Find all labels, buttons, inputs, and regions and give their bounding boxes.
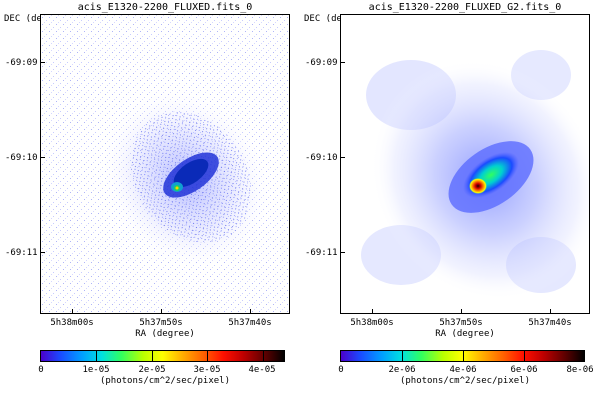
colorbar-tick-label: 4e-06 <box>449 365 477 375</box>
image-title: acis_E1320-2200_FLUXED_G2.fits_0 <box>368 2 562 13</box>
image-title: acis_E1320-2200_FLUXED.fits_0 <box>77 2 253 13</box>
dec-tick-label: -69:10 <box>305 153 338 163</box>
colorbar-tick-label: 3e-05 <box>193 365 221 375</box>
colorbar-tick-label: 0 <box>338 365 344 375</box>
dec-tick-label: -69:10 <box>5 153 38 163</box>
colorbar-units: (photons/cm^2/sec/pixel) <box>99 376 231 386</box>
ra-tick-label: 5h37m50s <box>139 318 183 328</box>
dec-axis-label: DEC (degree) <box>304 14 370 24</box>
colorbar-tick-label: 6e-06 <box>510 365 538 375</box>
ra-tick-label: 5h38m00s <box>50 318 94 328</box>
left-image-panel: acis_E1320-2200_FLUXED.fits_0 DEC (degre… <box>4 2 290 386</box>
ra-tick-label: 5h38m00s <box>350 318 394 328</box>
colorbar-tick-label: 2e-06 <box>388 365 416 375</box>
colorbar-tick-label: 2e-05 <box>138 365 166 375</box>
dec-tick-label: -69:11 <box>305 248 338 258</box>
colorbar <box>340 350 585 362</box>
dec-tick-label: -69:09 <box>305 58 338 68</box>
dec-tick-label: -69:09 <box>5 58 38 68</box>
colorbar-tick-label: 1e-05 <box>82 365 110 375</box>
colorbar-units: (photons/cm^2/sec/pixel) <box>399 376 531 386</box>
dec-tick-label: -69:11 <box>5 248 38 258</box>
right-image-panel: acis_E1320-2200_FLUXED_G2.fits_0 DEC (de… <box>300 0 600 400</box>
xray-image-smoothed[interactable] <box>340 14 590 314</box>
ra-axis-label: RA (degree) <box>135 329 195 339</box>
colorbar-tick-label: 4e-05 <box>248 365 276 375</box>
xray-image-raw[interactable] <box>40 14 290 314</box>
ra-tick-label: 5h37m50s <box>439 318 483 328</box>
dec-axis-label: DEC (degree) <box>4 14 70 24</box>
ra-axis-label: RA (degree) <box>435 329 495 339</box>
ra-tick-label: 5h37m40s <box>528 318 572 328</box>
ra-tick-label: 5h37m40s <box>228 318 272 328</box>
colorbar <box>40 350 285 362</box>
colorbar-tick-label: 8e-06 <box>566 365 594 375</box>
colorbar-tick-label: 0 <box>38 365 44 375</box>
